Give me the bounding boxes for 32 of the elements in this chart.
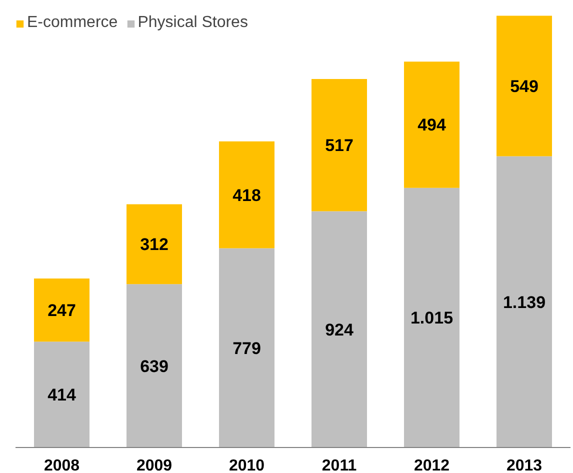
data-label: 418 (232, 186, 261, 205)
bar (312, 211, 367, 448)
data-label: 494 (418, 116, 446, 135)
bar (404, 188, 460, 448)
bar (496, 16, 552, 156)
data-label: 1.015 (410, 308, 454, 328)
bar (219, 248, 274, 448)
data-label: 517 (325, 136, 354, 156)
x-tick-label: 2010 (228, 458, 265, 473)
data-label: 312 (140, 235, 168, 254)
bar (126, 284, 182, 448)
legend-label: E-commerce (27, 14, 118, 32)
data-label: 639 (140, 356, 168, 376)
x-tick-label: 2013 (506, 458, 542, 473)
data-label: 924 (325, 320, 354, 340)
data-label: 779 (232, 338, 261, 358)
x-tick-label: 2012 (414, 458, 450, 473)
data-label: 247 (48, 301, 76, 320)
bar (34, 278, 90, 342)
data-label: 549 (510, 77, 538, 96)
x-tick-label: 2009 (136, 458, 172, 473)
x-tick-label: 2008 (44, 458, 80, 473)
data-label: 1.139 (502, 292, 546, 312)
bar (126, 204, 182, 284)
x-tick-label: 2011 (322, 458, 357, 473)
legend-label: Physical Stores (138, 14, 248, 32)
bar (219, 141, 274, 248)
bar (34, 342, 90, 448)
bar (496, 156, 552, 448)
bar (312, 78, 367, 212)
data-label: 414 (48, 386, 76, 405)
bar (404, 62, 460, 188)
